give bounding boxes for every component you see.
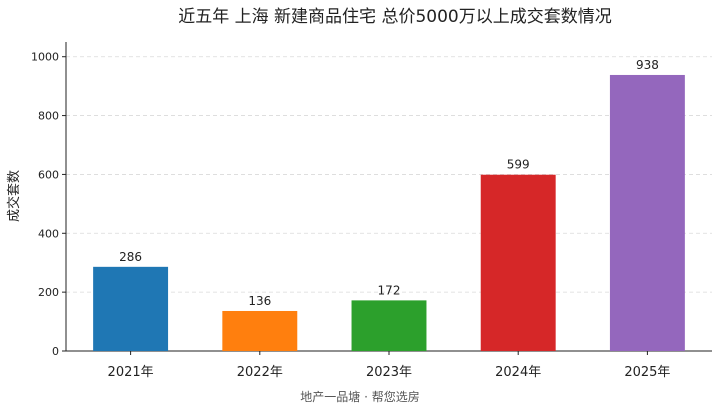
- x-tick-label: 2025年: [624, 365, 670, 380]
- data-labels: 286 136 172 599 938: [119, 58, 659, 308]
- bar-1: [93, 266, 169, 351]
- gridlines: [66, 56, 712, 293]
- bar-3: [351, 300, 427, 351]
- x-tick-label: 2024年: [495, 365, 541, 380]
- y-tick-label: 1000: [31, 51, 59, 64]
- data-label-1: 286: [119, 250, 142, 264]
- bar-4: [480, 174, 556, 351]
- x-tick-label: 2021年: [108, 365, 154, 380]
- y-tick-label: 0: [52, 345, 59, 358]
- bar-2: [222, 310, 298, 351]
- x-tick-label: 2023年: [366, 365, 412, 380]
- y-axis-label: 成交套数: [6, 170, 22, 222]
- data-label-4: 599: [507, 158, 530, 172]
- x-tick-label: 2022年: [237, 365, 283, 380]
- x-axis-ticks: 2021年 2022年 2023年 2024年 2025年: [108, 351, 670, 380]
- data-label-2: 136: [248, 294, 271, 308]
- data-label-3: 172: [378, 283, 401, 297]
- chart-footer-source: 地产一品塘 · 帮您选房: [300, 389, 419, 404]
- y-axis-ticks: 0 200 400 600 800 1000: [31, 51, 66, 358]
- bar-5: [609, 74, 685, 352]
- chart-title: 近五年 上海 新建商品住宅 总价5000万以上成交套数情况: [178, 7, 611, 27]
- y-tick-label: 200: [38, 286, 59, 299]
- bars: [93, 74, 685, 352]
- y-tick-label: 800: [38, 110, 59, 123]
- y-tick-label: 600: [38, 168, 59, 181]
- data-label-5: 938: [636, 58, 659, 72]
- y-tick-label: 400: [38, 227, 59, 240]
